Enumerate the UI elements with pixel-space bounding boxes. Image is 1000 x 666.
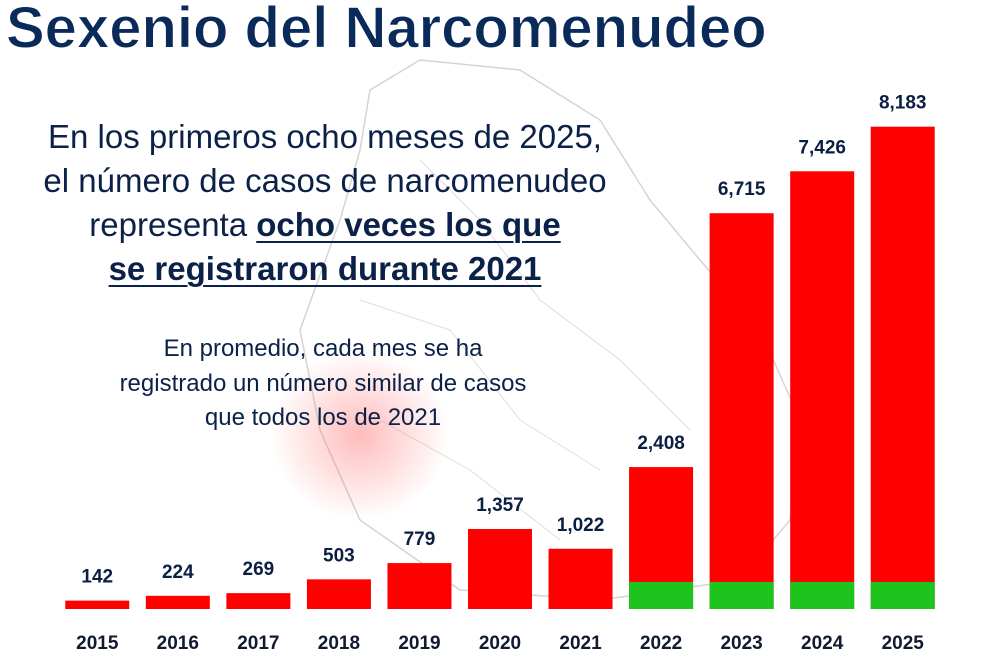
value-label: 503 [323,545,355,566]
bar [790,171,855,609]
bar-base [790,582,855,609]
bar [65,600,130,609]
bar [709,213,774,609]
annotation-line: representa ocho veces los que [0,208,650,252]
annotation-line: se registraron durante 2021 [0,252,650,296]
x-tick-label: 2022 [640,633,682,654]
bar [306,579,371,609]
annotation-emphasis: se registraron durante 2021 [108,250,542,287]
x-tick-label: 2015 [76,633,119,654]
value-label: 1,357 [476,495,524,516]
bar [468,529,532,609]
bar [870,126,935,609]
x-tick-label: 2024 [801,633,844,654]
value-label: 2,408 [637,433,685,454]
x-tick-label: 2020 [479,633,521,654]
annotation: En promedio, cada mes se ha registrado u… [0,337,646,441]
x-tick-label: 2016 [157,633,199,654]
annotation-line: registrado un número similar de casos [119,369,527,397]
value-label: 1,022 [557,515,605,536]
value-label: 8,183 [879,93,927,114]
annotation-line: el número de casos de narcomenudeo [43,162,607,199]
value-label: 224 [162,562,194,583]
value-label: 269 [243,559,275,580]
annotation: En los primeros ocho meses de 2025, el n… [0,120,650,296]
value-label: 142 [81,567,113,588]
x-tick-label: 2021 [559,633,602,654]
value-label: 6,715 [718,179,766,200]
bar-base [709,582,774,609]
annotation-line: En los primeros ocho meses de 2025, [48,118,602,155]
bar-base [870,582,935,609]
annotation-emphasis: ocho veces los que [256,206,561,243]
bar [387,563,452,609]
x-tick-label: 2018 [318,633,360,654]
x-tick-label: 2023 [720,633,762,654]
bar [226,593,291,609]
chart-title: Sexenio del Narcomenudeo [6,0,767,60]
x-tick-label: 2025 [882,633,925,654]
annotation-line: que todos los de 2021 [204,404,442,431]
x-tick-label: 2017 [237,633,279,654]
bar [548,548,613,609]
annotation-line: En promedio, cada mes se ha [163,335,483,362]
value-label: 7,426 [798,137,846,158]
glow [270,350,450,520]
annotation-text: representa [89,206,248,243]
x-tick-label: 2019 [398,633,440,654]
bar-base [629,582,694,609]
bar [145,595,210,609]
value-label: 779 [404,529,436,550]
